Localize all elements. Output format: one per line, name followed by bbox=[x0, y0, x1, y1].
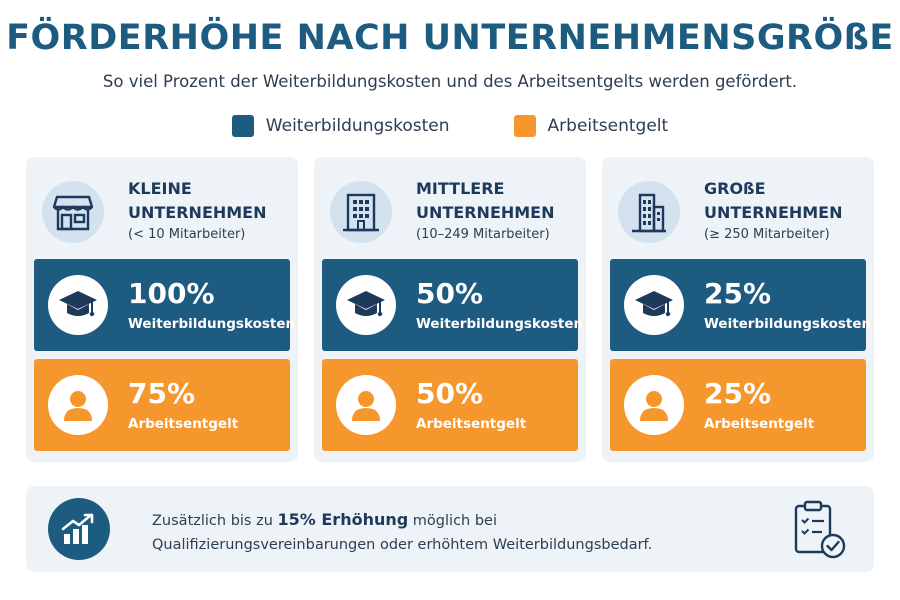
training-costs-tile: 25% Weiterbildungskosten bbox=[610, 259, 871, 351]
wages-value: 25% bbox=[704, 377, 772, 410]
store-icon bbox=[42, 181, 104, 243]
card-employee-range: (10–249 Mitarbeiter) bbox=[416, 227, 550, 242]
person-icon bbox=[624, 375, 684, 435]
company-size-cards: KLEINE UNTERNEHMEN (< 10 Mitarbeiter) 10… bbox=[26, 157, 874, 462]
card-header: GROßE UNTERNEHMEN (≥ 250 Mitarbeiter) bbox=[618, 171, 864, 259]
card-employee-range: (< 10 Mitarbeiter) bbox=[128, 227, 246, 242]
graduation-cap-icon bbox=[336, 275, 396, 335]
wages-tile: 50% Arbeitsentgelt bbox=[322, 359, 578, 451]
skyscraper-icon bbox=[618, 181, 680, 243]
page-title: FÖRDERHÖHE NACH UNTERNEHMENSGRÖßE bbox=[6, 18, 894, 58]
wages-tile: 75% Arbeitsentgelt bbox=[34, 359, 290, 451]
training-costs-tile: 50% Weiterbildungskosten bbox=[322, 259, 583, 351]
page-subtitle: So viel Prozent der Weiterbildungskosten… bbox=[102, 72, 798, 91]
footer-text-prefix: Zusätzlich bis zu bbox=[152, 513, 278, 529]
wages-value: 50% bbox=[416, 377, 484, 410]
footer-text: Zusätzlich bis zu 15% Erhöhung möglich b… bbox=[152, 508, 652, 557]
training-costs-tile: 100% Weiterbildungskosten bbox=[34, 259, 295, 351]
graduation-cap-icon bbox=[624, 275, 684, 335]
card-header: KLEINE UNTERNEHMEN (< 10 Mitarbeiter) bbox=[42, 171, 288, 259]
training-costs-label: Weiterbildungskosten bbox=[128, 316, 296, 332]
card-title: GROßE UNTERNEHMEN bbox=[704, 179, 843, 222]
footer-highlight: 15% Erhöhung bbox=[277, 510, 409, 529]
card-large-companies: GROßE UNTERNEHMEN (≥ 250 Mitarbeiter) 25… bbox=[602, 157, 874, 462]
footer-note: Zusätzlich bis zu 15% Erhöhung möglich b… bbox=[26, 486, 874, 572]
training-costs-value: 50% bbox=[416, 277, 484, 310]
training-costs-value: 25% bbox=[704, 277, 772, 310]
wages-label: Arbeitsentgelt bbox=[416, 416, 527, 432]
card-title: KLEINE UNTERNEHMEN bbox=[128, 179, 267, 222]
legend-label: Arbeitsentgelt bbox=[547, 116, 669, 136]
wages-label: Arbeitsentgelt bbox=[128, 416, 239, 432]
training-costs-label: Weiterbildungskosten bbox=[704, 316, 872, 332]
office-building-icon bbox=[330, 181, 392, 243]
legend-item-wages: Arbeitsentgelt bbox=[513, 115, 669, 137]
growth-chart-icon bbox=[48, 498, 110, 560]
legend-label: Weiterbildungskosten bbox=[265, 116, 450, 136]
wages-label: Arbeitsentgelt bbox=[704, 416, 815, 432]
footer-text-line2: Qualifizierungsvereinbarungen oder erhöh… bbox=[152, 537, 653, 553]
graduation-cap-icon bbox=[48, 275, 108, 335]
training-costs-label: Weiterbildungskosten bbox=[416, 316, 584, 332]
training-costs-value: 100% bbox=[128, 277, 215, 310]
wages-tile: 25% Arbeitsentgelt bbox=[610, 359, 866, 451]
legend-item-training-costs: Weiterbildungskosten bbox=[231, 115, 450, 137]
clipboard-check-icon bbox=[790, 498, 850, 562]
card-medium-companies: MITTLERE UNTERNEHMEN (10–249 Mitarbeiter… bbox=[314, 157, 586, 462]
legend: Weiterbildungskosten Arbeitsentgelt bbox=[0, 115, 900, 137]
legend-swatch-blue bbox=[231, 115, 254, 137]
person-icon bbox=[336, 375, 396, 435]
legend-swatch-orange bbox=[513, 115, 536, 137]
wages-value: 75% bbox=[128, 377, 196, 410]
card-title: MITTLERE UNTERNEHMEN bbox=[416, 179, 555, 222]
person-icon bbox=[48, 375, 108, 435]
footer-text-suffix: möglich bei bbox=[408, 513, 497, 529]
card-header: MITTLERE UNTERNEHMEN (10–249 Mitarbeiter… bbox=[330, 171, 576, 259]
card-small-companies: KLEINE UNTERNEHMEN (< 10 Mitarbeiter) 10… bbox=[26, 157, 298, 462]
card-employee-range: (≥ 250 Mitarbeiter) bbox=[704, 227, 830, 242]
